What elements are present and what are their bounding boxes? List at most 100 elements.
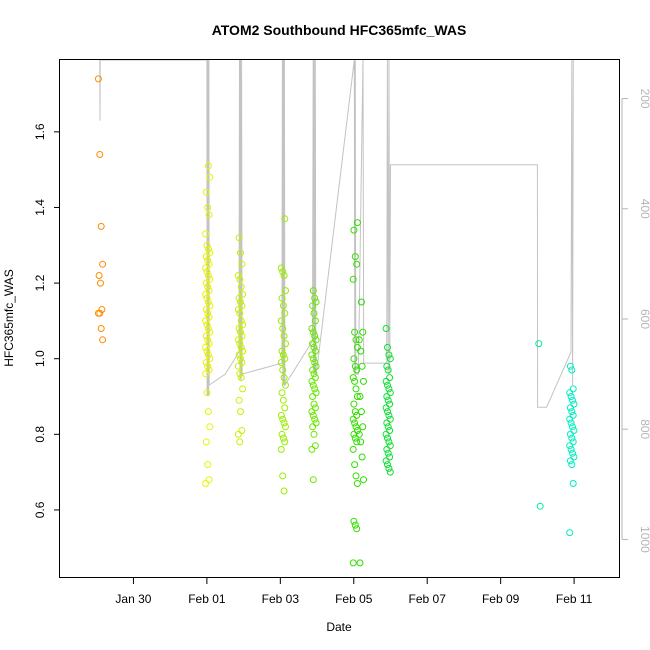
data-point (566, 389, 574, 397)
data-point (97, 325, 105, 332)
x-tick-label: Jan 30 (115, 592, 151, 606)
data-point (281, 309, 289, 317)
data-point (566, 430, 574, 438)
data-point (349, 275, 357, 283)
data-point (202, 332, 210, 340)
x-tick-label: Feb 09 (482, 592, 520, 606)
data-point (308, 408, 316, 416)
data-point (281, 438, 289, 446)
data-point (239, 321, 247, 329)
data-point (312, 298, 320, 306)
data-point (357, 438, 365, 446)
data-point (349, 445, 357, 453)
data-point (202, 253, 210, 261)
data-point (99, 260, 107, 268)
data-point (202, 230, 210, 238)
data-point (384, 423, 392, 431)
data-point (384, 461, 391, 469)
data-point (386, 415, 394, 423)
data-point (566, 442, 574, 450)
data-point (569, 438, 577, 446)
data-point (281, 355, 289, 363)
data-point (237, 298, 244, 306)
data-point (566, 362, 574, 370)
y2-tick-label: 400 (638, 199, 650, 219)
data-point (205, 211, 213, 219)
data-point (203, 268, 211, 276)
data-point (569, 385, 577, 393)
data-point (308, 445, 316, 453)
data-point (204, 245, 212, 253)
data-point (205, 287, 213, 295)
data-point (205, 260, 213, 268)
data-point (236, 370, 244, 378)
data-point (351, 461, 359, 469)
data-point (202, 480, 210, 487)
data-point (309, 340, 317, 348)
data-point (356, 559, 364, 567)
data-point (308, 351, 316, 359)
data-point (570, 400, 578, 408)
data-point (202, 438, 210, 446)
y2-tick-label: 1000 (638, 526, 650, 553)
data-point (277, 317, 285, 325)
data-point (567, 419, 575, 427)
y2-tick-label: 600 (638, 309, 650, 329)
data-point (353, 427, 361, 434)
data-point (96, 309, 104, 317)
data-point (386, 355, 394, 363)
y-tick-label: 1.0 (33, 350, 47, 367)
data-point (96, 151, 104, 158)
data-point (383, 445, 391, 453)
data-point (566, 404, 574, 412)
data-point (535, 340, 543, 348)
data-point (386, 400, 394, 408)
data-point (567, 445, 575, 453)
data-point (311, 415, 319, 423)
data-point (311, 317, 319, 325)
data-point (278, 389, 286, 397)
data-point (351, 328, 359, 336)
data-point (238, 427, 246, 434)
data-point (237, 355, 244, 363)
data-point (235, 294, 243, 302)
data-point (309, 302, 317, 310)
data-point (236, 340, 244, 348)
data-point (382, 457, 390, 465)
data-point (382, 404, 390, 412)
data-point (384, 396, 392, 404)
data-point (309, 287, 317, 295)
data-point (235, 234, 243, 242)
data-point (386, 427, 394, 434)
data-point (278, 430, 286, 438)
data-point (357, 347, 365, 355)
data-point (350, 355, 358, 363)
data-point (385, 385, 393, 393)
data-point (357, 298, 365, 306)
data-point (282, 340, 289, 348)
data-point (383, 393, 391, 400)
data-point (204, 283, 212, 291)
data-point (205, 366, 213, 374)
data-point (386, 442, 394, 450)
data-point (386, 468, 394, 476)
data-point (202, 317, 210, 325)
data-point (312, 336, 320, 344)
data-point (569, 480, 577, 487)
data-point (279, 325, 287, 332)
altitude-trace-layer (99, 60, 574, 408)
data-point (349, 374, 357, 382)
data-point (384, 408, 391, 416)
data-point (204, 408, 212, 416)
data-point (310, 400, 318, 408)
data-point (279, 434, 287, 442)
data-point (350, 400, 358, 408)
data-point (386, 453, 394, 461)
data-point (311, 442, 319, 450)
data-point (310, 370, 318, 378)
data-point (351, 434, 359, 442)
data-point (234, 362, 242, 370)
data-point (311, 359, 319, 366)
data-point (239, 290, 247, 298)
data-point (235, 325, 243, 332)
